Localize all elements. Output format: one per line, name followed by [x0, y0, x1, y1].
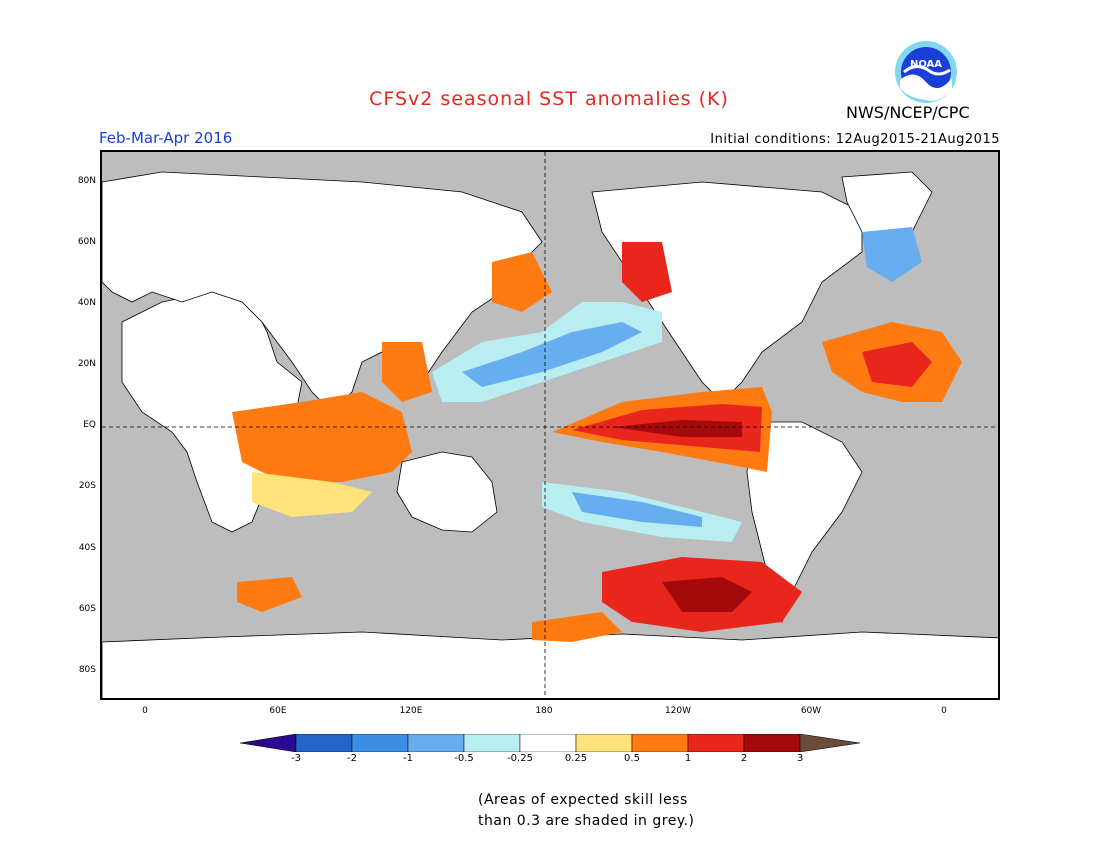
south-indian-warm-blob [237, 577, 302, 612]
cbar-tick-3: 3 [796, 753, 804, 764]
indian-ocean-warm [232, 392, 412, 482]
cbar-tick-neg0-25: -0.25 [507, 753, 533, 764]
south-pacific-cold-core [572, 492, 702, 527]
lat-label-eq: EQ [83, 420, 96, 430]
ne-pacific-warm [622, 242, 672, 302]
el-nino-peak [612, 420, 742, 437]
skill-note-line-1: (Areas of expected skill less [478, 792, 688, 808]
south-pacific-warm-edge [532, 612, 622, 642]
cbar-swatch-3 [407, 734, 465, 752]
sst-anomaly-map [100, 150, 1000, 700]
cbar-swatch-9 [743, 734, 801, 752]
cbar-swatch-2 [351, 734, 409, 752]
lat-label-40n: 40N [77, 298, 96, 308]
lat-label-60n: 60N [77, 237, 96, 247]
antarctica-landmass [102, 631, 998, 698]
cbar-swatch-7 [631, 734, 689, 752]
color-bar [240, 734, 861, 752]
cbar-swatch-4 [463, 734, 521, 752]
cbar-tick-neg3: -3 [291, 753, 301, 764]
land-masses [102, 171, 998, 698]
indian-ocean-yellow [252, 472, 372, 517]
skill-note: (Areas of expected skill less than 0.3 a… [478, 790, 695, 832]
cbar-tick-neg2: -2 [347, 753, 357, 764]
forecast-period: Feb-Mar-Apr 2016 [99, 129, 233, 147]
lon-label-120w: 120W [664, 706, 692, 716]
lat-label-60s: 60S [78, 604, 96, 614]
lon-label-60w: 60W [800, 706, 822, 716]
lon-label-180: 180 [535, 706, 553, 716]
maritime-continent-warm [382, 342, 432, 402]
north-atlantic-warm-core [862, 342, 932, 387]
lat-label-20n: 20N [77, 359, 96, 369]
lat-label-80s: 80S [78, 665, 96, 675]
lat-label-20s: 20S [78, 481, 96, 491]
south-pacific-warm-core [662, 577, 752, 612]
agency-label: NWS/NCEP/CPC [846, 103, 970, 122]
lon-label-60e: 60E [269, 706, 287, 716]
initial-conditions: Initial conditions: 12Aug2015-21Aug2015 [710, 132, 1000, 147]
cbar-tick-2: 2 [740, 753, 748, 764]
skill-note-line-2: than 0.3 are shaded in grey.) [478, 813, 695, 829]
anomaly-patches [232, 227, 962, 642]
lon-label-0: 0 [142, 706, 148, 716]
cbar-tick-0-25: 0.25 [564, 753, 588, 764]
lat-label-40s: 40S [78, 543, 96, 553]
lon-label-0-east: 0 [941, 706, 947, 716]
north-pacific-cold-core [462, 322, 642, 387]
cbar-swatch-5 [519, 734, 577, 752]
svg-text:NOAA: NOAA [910, 59, 942, 70]
cbar-swatch-1 [295, 734, 353, 752]
nw-pacific-warm [492, 252, 552, 312]
map-canvas [102, 152, 998, 698]
cbar-tick-0-5: 0.5 [624, 753, 640, 764]
noaa-logo: NOAA [895, 41, 957, 103]
cbar-tick-neg0-5: -0.5 [454, 753, 474, 764]
map-title: CFSv2 seasonal SST anomalies (K) [369, 88, 729, 110]
cbar-swatch-8 [687, 734, 745, 752]
cbar-tick-neg1: -1 [403, 753, 413, 764]
lat-label-80n: 80N [77, 176, 96, 186]
lon-label-120e: 120E [399, 706, 423, 716]
cbar-swatch-6 [575, 734, 633, 752]
eurasia-landmass [102, 171, 543, 413]
labrador-cold [862, 227, 922, 282]
cbar-swatch-0 [240, 734, 297, 752]
australia-landmass [396, 451, 498, 533]
cbar-swatch-10 [799, 734, 861, 752]
cbar-tick-1: 1 [684, 753, 692, 764]
